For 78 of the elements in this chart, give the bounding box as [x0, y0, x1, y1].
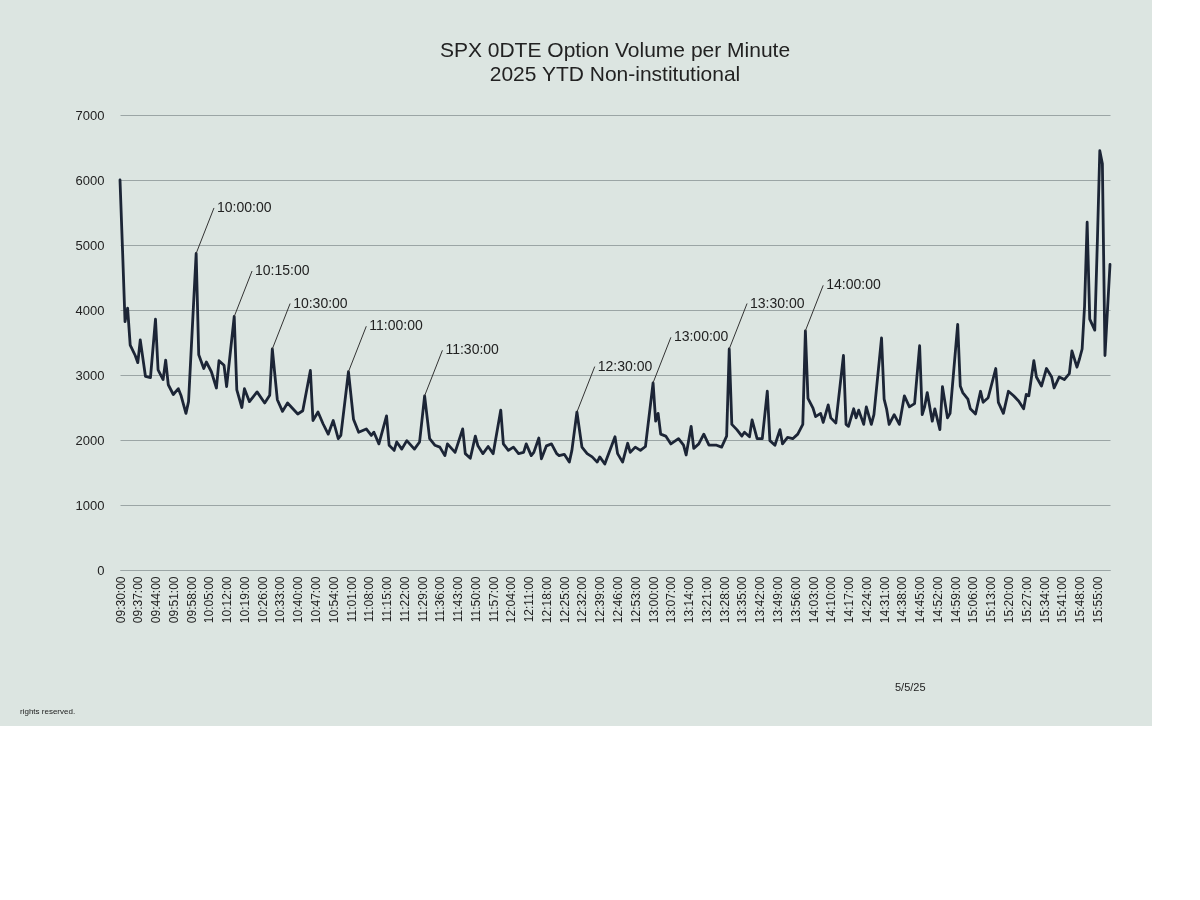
line-series: [118, 149, 1112, 466]
x-tick-label: 15:55:00: [1090, 576, 1105, 624]
text: rights reserved.: [20, 707, 76, 716]
x-tick-label: 11:01:00: [344, 576, 359, 623]
x-tick-label: 12:11:00: [522, 576, 537, 623]
y-tick-label: 1000: [75, 497, 105, 513]
x-tick-label: 15:20:00: [1001, 576, 1016, 624]
x-tick-label: 12:39:00: [593, 576, 608, 624]
annotation: 11:00:00: [369, 317, 423, 334]
x-tick-label: 13:21:00: [699, 576, 714, 624]
x-tick-label: 15:13:00: [984, 576, 999, 624]
x-tick-label: 12:46:00: [611, 576, 626, 624]
x-tick-label: 14:31:00: [877, 576, 892, 624]
x-tick-label: 11:43:00: [451, 576, 466, 623]
x-tick-label: 14:38:00: [895, 576, 910, 624]
annotation: 13:30:00: [750, 294, 805, 311]
annotation: 10:00:00: [216, 198, 272, 215]
x-tick-label: 14:24:00: [859, 576, 874, 624]
x-tick-label: 09:37:00: [131, 576, 146, 624]
x-tick-label: 13:35:00: [735, 576, 750, 624]
x-tick-label: 13:00:00: [646, 576, 661, 624]
x-tick-label: 10:33:00: [273, 576, 288, 624]
y-tick-label: 2000: [75, 432, 105, 448]
annotation: 10:15:00: [255, 262, 310, 278]
x-tick-label: 11:57:00: [486, 576, 501, 623]
x-tick-label: 11:29:00: [415, 576, 430, 623]
x-tick-label: 09:58:00: [184, 576, 199, 624]
x-tick-label: 13:28:00: [717, 576, 732, 624]
x-tick-label: 10:26:00: [255, 576, 270, 624]
x-tick-label: 10:47:00: [308, 576, 323, 624]
x-tick-label: 15:27:00: [1019, 576, 1034, 624]
x-tick-label: 14:59:00: [948, 576, 963, 624]
x-tick-label: 09:44:00: [149, 576, 164, 624]
annotation: 13:00:00: [673, 328, 729, 345]
x-tick-label: 11:50:00: [468, 576, 483, 623]
x-tick-label: 12:53:00: [628, 576, 643, 624]
x-tick-label: 15:41:00: [1055, 576, 1070, 624]
annotation: 14:00:00: [826, 276, 881, 293]
x-tick-label: 10:12:00: [220, 576, 235, 624]
x-tick-label: 10:40:00: [291, 576, 306, 624]
x-tick-label: 09:30:00: [113, 576, 128, 624]
x-tick-label: 13:07:00: [664, 576, 679, 624]
x-tick-label: 13:49:00: [770, 576, 785, 624]
text: 5/5/25: [895, 681, 926, 693]
x-tick-label: 12:32:00: [575, 576, 590, 624]
x-tick-label: 14:17:00: [842, 576, 857, 624]
x-tick-label: 14:52:00: [930, 576, 945, 624]
x-tick-label: 11:08:00: [362, 576, 377, 623]
chart-title: SPX 0DTE Option Volume per Minute: [439, 38, 791, 61]
x-tick-label: 14:03:00: [806, 576, 821, 624]
x-tick-label: 10:19:00: [237, 576, 252, 624]
y-tick-label: 3000: [75, 367, 105, 383]
y-tick-label: 7000: [75, 107, 105, 123]
x-tick-label: 12:25:00: [557, 576, 572, 624]
y-tick-label: 4000: [75, 302, 105, 318]
x-tick-label: 15:34:00: [1037, 576, 1052, 624]
y-tick-label: 0: [97, 562, 105, 578]
annotation: 11:30:00: [445, 341, 500, 358]
annotation: 10:30:00: [293, 294, 348, 311]
x-tick-label: 15:48:00: [1073, 576, 1088, 624]
annotation: 12:30:00: [597, 357, 653, 374]
x-tick-label: 15:06:00: [966, 576, 981, 624]
x-tick-label: 10:54:00: [326, 576, 341, 624]
x-tick-label: 11:36:00: [433, 576, 448, 623]
x-tick-label: 13:14:00: [682, 576, 697, 624]
x-tick-label: 12:18:00: [539, 576, 554, 624]
y-tick-label: 5000: [75, 237, 105, 253]
x-tick-label: 14:10:00: [824, 576, 839, 624]
x-tick-label: 13:42:00: [753, 576, 768, 624]
chart-subtitle: 2025 YTD Non-institutional: [489, 62, 741, 85]
x-tick-label: 11:22:00: [397, 576, 412, 623]
x-tick-label: 11:15:00: [380, 576, 395, 623]
x-tick-label: 13:56:00: [788, 576, 803, 624]
y-tick-label: 6000: [75, 172, 105, 188]
x-tick-label: 14:45:00: [913, 576, 928, 624]
x-tick-label: 09:51:00: [166, 576, 181, 624]
x-tick-label: 12:04:00: [504, 576, 519, 624]
x-tick-label: 10:05:00: [202, 576, 217, 624]
